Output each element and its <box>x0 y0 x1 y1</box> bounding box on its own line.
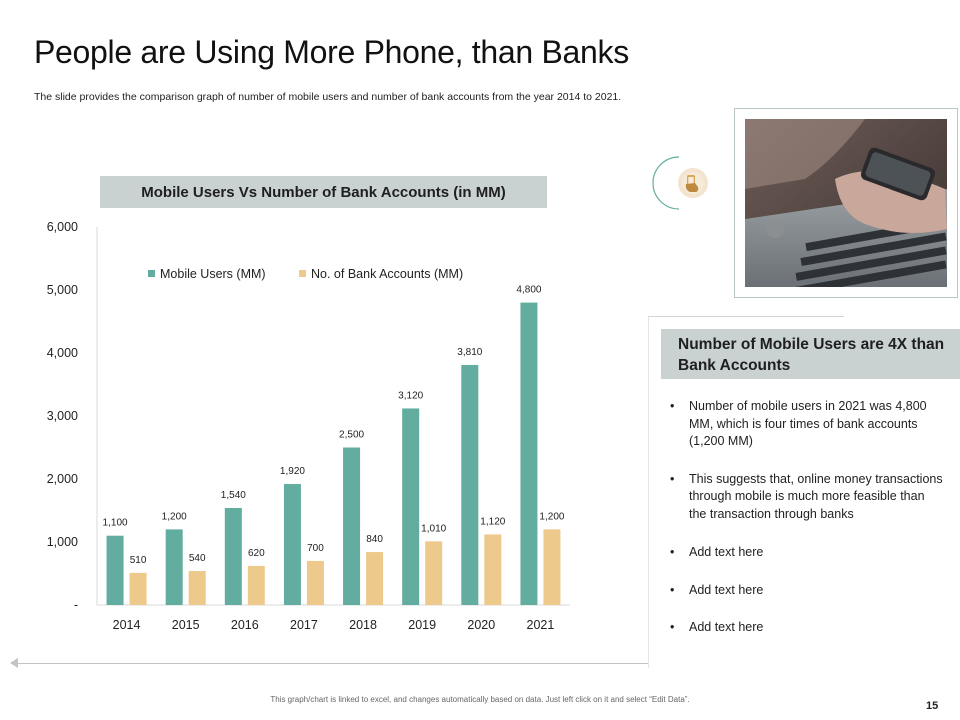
bar-mobile-users <box>402 408 420 605</box>
y-tick-label: 6,000 <box>47 220 78 234</box>
x-tick-label: 2021 <box>527 618 555 632</box>
data-label: 1,010 <box>421 523 446 534</box>
data-label: 1,540 <box>221 490 246 501</box>
bottom-arrow-line <box>14 663 648 664</box>
legend-label: Mobile Users (MM) <box>160 267 266 281</box>
bar-bank-accounts <box>188 570 206 605</box>
info-bullet-list: Number of mobile users in 2021 was 4,800… <box>670 398 945 637</box>
y-tick-label: - <box>74 598 78 612</box>
data-label: 1,920 <box>280 466 305 477</box>
data-label: 620 <box>248 548 265 559</box>
legend-swatch <box>148 270 155 277</box>
photo-frame <box>734 108 958 298</box>
data-label: 1,120 <box>480 516 505 527</box>
phone-laptop-photo <box>745 119 947 287</box>
bar-bank-accounts <box>425 541 443 605</box>
data-label: 2,500 <box>339 430 364 441</box>
footer-note: This graph/chart is linked to excel, and… <box>270 695 690 704</box>
chart-title: Mobile Users Vs Number of Bank Accounts … <box>100 176 547 208</box>
info-bullet: Add text here <box>670 619 945 637</box>
data-label: 540 <box>189 553 206 564</box>
info-bullet: Add text here <box>670 544 945 562</box>
legend-swatch <box>299 270 306 277</box>
bar-mobile-users <box>343 447 361 605</box>
info-panel-title: Number of Mobile Users are 4X than Bank … <box>678 336 945 374</box>
x-tick-label: 2019 <box>408 618 436 632</box>
data-label: 3,810 <box>457 347 482 358</box>
info-panel-top-border <box>648 316 844 317</box>
bar-bank-accounts <box>484 534 502 605</box>
info-bullet: This suggests that, online money transac… <box>670 471 945 524</box>
data-label: 1,200 <box>539 511 564 522</box>
bar-bank-accounts <box>129 572 147 605</box>
data-label: 4,800 <box>516 285 541 296</box>
bar-mobile-users <box>461 364 479 605</box>
x-tick-label: 2020 <box>467 618 495 632</box>
data-label: 700 <box>307 543 324 554</box>
x-tick-label: 2014 <box>113 618 141 632</box>
x-tick-label: 2016 <box>231 618 259 632</box>
data-label: 510 <box>130 555 147 566</box>
bar-bank-accounts <box>247 565 265 605</box>
slide-title: People are Using More Phone, than Banks <box>34 34 629 70</box>
info-bullet: Number of mobile users in 2021 was 4,800… <box>670 398 945 451</box>
bar-mobile-users <box>224 507 242 605</box>
left-arrow-icon <box>10 658 18 668</box>
x-tick-label: 2018 <box>349 618 377 632</box>
bar-mobile-users <box>106 535 124 605</box>
data-label: 3,120 <box>398 390 423 401</box>
hand-phone-icon <box>650 154 708 212</box>
bar-bank-accounts <box>306 560 324 605</box>
y-tick-label: 1,000 <box>47 535 78 549</box>
y-tick-label: 3,000 <box>47 409 78 423</box>
data-label: 840 <box>366 534 383 545</box>
slide-subtitle: The slide provides the comparison graph … <box>34 91 622 103</box>
y-tick-label: 2,000 <box>47 472 78 486</box>
page-number: 15 <box>926 700 939 712</box>
x-tick-label: 2017 <box>290 618 318 632</box>
bar-mobile-users <box>283 484 301 605</box>
info-bullet: Add text here <box>670 582 945 600</box>
bar-bank-accounts <box>366 552 384 605</box>
y-tick-label: 5,000 <box>47 283 78 297</box>
info-panel-header <box>661 329 960 379</box>
bar-mobile-users <box>165 529 183 605</box>
y-tick-label: 4,000 <box>47 346 78 360</box>
legend-label: No. of Bank Accounts (MM) <box>311 267 463 281</box>
bar-bank-accounts <box>543 529 561 605</box>
bar-chart: - 1,000 2,000 3,000 4,000 5,000 6,000 1,100 510 2… <box>47 220 570 632</box>
data-label: 1,200 <box>162 511 187 522</box>
data-label: 1,100 <box>103 518 128 529</box>
bar-mobile-users <box>520 302 538 605</box>
x-tick-label: 2015 <box>172 618 200 632</box>
